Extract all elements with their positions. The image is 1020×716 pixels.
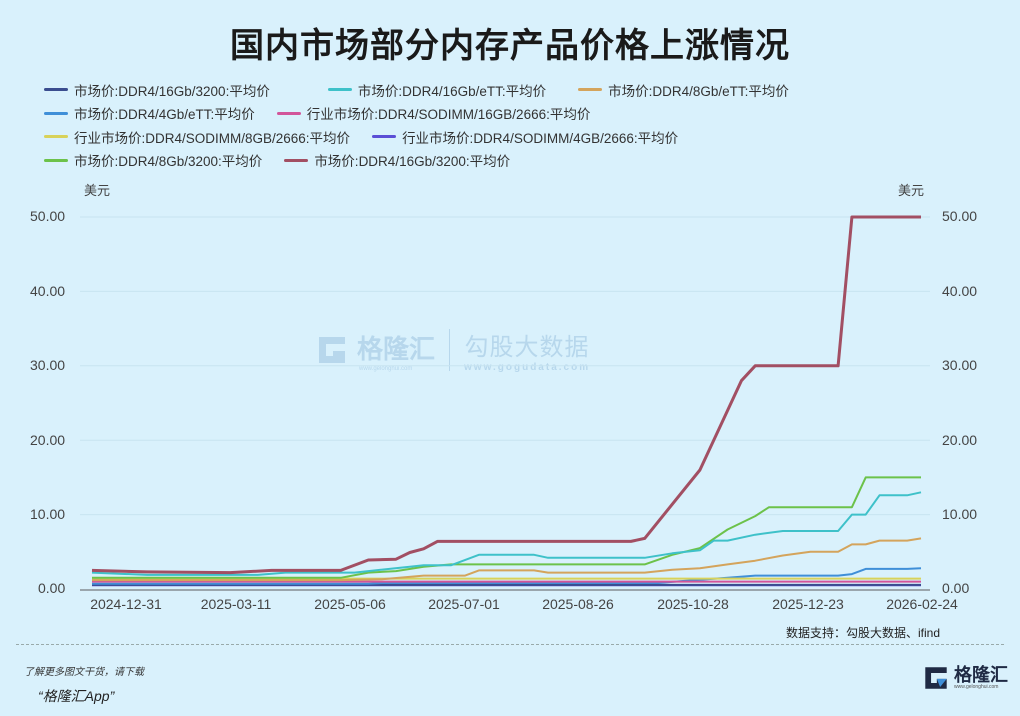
- footer-promo-text: 了解更多图文干货，请下载: [24, 667, 144, 678]
- y-tick-left-40: 40.00: [30, 283, 66, 299]
- legend-label: 市场价:DDR4/16Gb/3200:平均价: [74, 83, 270, 99]
- y-tick-left-30: 30.00: [30, 357, 66, 373]
- footer-app-name: “格隆汇App”: [38, 688, 115, 704]
- gelonghui-logo-icon: [925, 667, 947, 689]
- series-line[interactable]: [92, 476, 921, 579]
- legend-label: 市场价:DDR4/4Gb/eTT:平均价: [74, 107, 255, 123]
- series-line[interactable]: [92, 567, 922, 585]
- legend-swatch-icon: [44, 158, 68, 162]
- legend-swatch-icon: [44, 111, 68, 115]
- y-tick-right-50: 50.00: [942, 208, 978, 224]
- legend-label: 市场价:DDR4/16Gb/3200:平均价: [314, 154, 511, 170]
- watermark: 格隆汇 www.gelonghui.com 勾股大数据 www.gogudata…: [315, 327, 590, 373]
- legend-label: 行业市场价:DDR4/SODIMM/4GB/2666:平均价: [402, 130, 679, 146]
- x-tick-7: 2026-02-24: [886, 596, 958, 612]
- watermark-url: www.gelonghui.com: [359, 365, 413, 372]
- y-tick-left-50: 50.00: [30, 208, 66, 224]
- legend: 市场价:DDR4/16Gb/3200:平均价 市场价:DDR4/16Gb/eTT:…: [44, 78, 944, 172]
- watermark-divider: [449, 329, 451, 371]
- legend-row: 市场价:DDR4/4Gb/eTT:平均价 行业市场价:DDR4/SODIMM/16…: [44, 102, 944, 126]
- watermark-gogu-name: 勾股大数据: [464, 334, 590, 361]
- y-tick-left-10: 10.00: [30, 506, 66, 522]
- legend-item[interactable]: 市场价:DDR4/8Gb/3200:平均价: [44, 150, 262, 170]
- legend-item[interactable]: 行业市场价:DDR4/SODIMM/8GB/2666:平均价: [44, 127, 350, 147]
- chart-title: 国内市场部分内存产品价格上涨情况: [230, 26, 790, 66]
- y-tick-right-30: 30.00: [942, 357, 978, 373]
- legend-item[interactable]: 市场价:DDR4/16Gb/3200:平均价: [284, 150, 510, 170]
- legend-label: 市场价:DDR4/8Gb/eTT:平均价: [608, 83, 789, 99]
- x-tick-1: 2025-03-11: [200, 596, 272, 612]
- legend-item[interactable]: 市场价:DDR4/16Gb/3200:平均价: [44, 80, 270, 100]
- x-tick-6: 2025-12-23: [772, 596, 844, 612]
- legend-label: 行业市场价:DDR4/SODIMM/16GB/2666:平均价: [306, 107, 591, 123]
- y-axis-unit-left: 美元: [84, 183, 111, 198]
- legend-row: 行业市场价:DDR4/SODIMM/8GB/2666:平均价 行业市场价:DDR4…: [44, 125, 944, 149]
- legend-swatch-icon: [44, 135, 68, 139]
- legend-item[interactable]: 行业市场价:DDR4/SODIMM/4GB/2666:平均价: [372, 127, 678, 147]
- legend-item[interactable]: 市场价:DDR4/16Gb/eTT:平均价: [327, 80, 547, 100]
- x-tick-0: 2024-12-31: [90, 596, 162, 612]
- series-line[interactable]: [91, 491, 922, 576]
- series-line[interactable]: [92, 537, 922, 582]
- x-tick-4: 2025-08-26: [542, 596, 614, 612]
- data-source-note: 数据支持：勾股大数据、ifind: [785, 626, 940, 640]
- legend-label: 行业市场价:DDR4/SODIMM/8GB/2666:平均价: [74, 130, 351, 146]
- legend-item[interactable]: 市场价:DDR4/4Gb/eTT:平均价: [44, 103, 255, 123]
- brand-logo: 格隆汇 www.gelonghui.com: [922, 664, 1008, 692]
- legend-item[interactable]: 市场价:DDR4/8Gb/eTT:平均价: [578, 80, 789, 100]
- brand-url: www.gelonghui.com: [954, 684, 999, 690]
- y-axis-unit-right: 美元: [898, 183, 925, 198]
- series-line[interactable]: [91, 215, 921, 575]
- brand-name: 格隆汇: [954, 665, 1008, 685]
- legend-swatch-icon: [578, 88, 603, 92]
- y-tick-left-20: 20.00: [30, 432, 66, 448]
- watermark-name: 格隆汇: [357, 333, 436, 364]
- footer-divider: [16, 644, 1004, 645]
- legend-row: 市场价:DDR4/16Gb/3200:平均价 市场价:DDR4/16Gb/eTT:…: [44, 78, 944, 102]
- legend-swatch-icon: [284, 158, 309, 162]
- x-tick-3: 2025-07-01: [428, 596, 500, 612]
- legend-label: 市场价:DDR4/8Gb/3200:平均价: [74, 154, 263, 170]
- legend-row: 市场价:DDR4/8Gb/3200:平均价 市场价:DDR4/16Gb/3200:…: [44, 149, 944, 173]
- legend-label: 市场价:DDR4/16Gb/eTT:平均价: [357, 83, 547, 99]
- x-tick-2: 2025-05-06: [314, 596, 386, 612]
- legend-swatch-icon: [276, 111, 301, 115]
- x-tick-5: 2025-10-28: [657, 596, 729, 612]
- gelonghui-logo-icon: [319, 337, 345, 363]
- y-tick-left-0: 0.00: [38, 580, 66, 596]
- legend-item[interactable]: 行业市场价:DDR4/SODIMM/16GB/2666:平均价: [276, 103, 591, 123]
- y-tick-right-10: 10.00: [942, 506, 978, 522]
- y-tick-right-20: 20.00: [942, 432, 978, 448]
- legend-swatch-icon: [44, 88, 68, 92]
- legend-swatch-icon: [372, 135, 397, 139]
- watermark-gogu-url: www.gogudata.com: [464, 362, 591, 373]
- legend-swatch-icon: [327, 88, 352, 92]
- y-tick-right-0: 0.00: [942, 580, 970, 596]
- y-tick-right-40: 40.00: [942, 283, 978, 299]
